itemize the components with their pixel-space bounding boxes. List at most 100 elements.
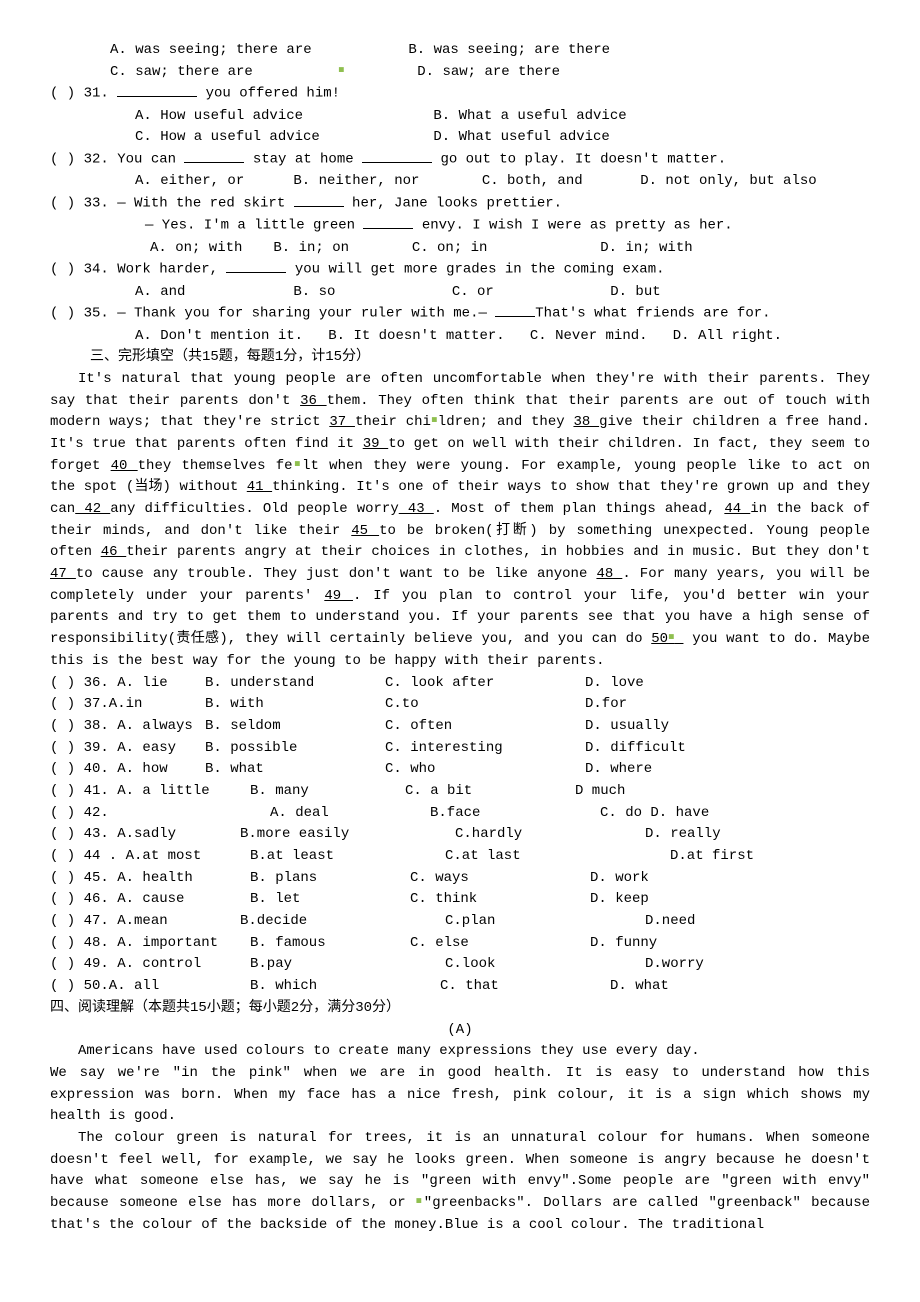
q33-c: C. on; in: [412, 238, 592, 260]
q30-opt-d: D. saw; are there: [417, 64, 560, 80]
q32-d: D. not only, but also: [640, 173, 816, 189]
opt-q: ( ) 43. A.sadly: [50, 824, 240, 846]
opt-q: ( ) 44 . A.at most: [50, 846, 250, 868]
opt-c: C.plan: [445, 911, 645, 933]
blank-38: 38: [573, 414, 599, 430]
opt-d: D. difficult: [585, 738, 750, 760]
q34-a: A. and: [135, 282, 285, 304]
opt-d: D. really: [645, 824, 721, 846]
opt-b: B. let: [250, 889, 410, 911]
blank-46: 46: [101, 544, 127, 560]
section4-heading: 四、阅读理解（本题共15小题；每小题2分，满分30分）: [50, 998, 870, 1020]
q30-opt-c: C. saw; there are: [110, 62, 330, 84]
opt-q: ( ) 39. A. easy: [50, 738, 205, 760]
q32-mid: stay at home: [244, 152, 362, 168]
opt-c: C. ways: [410, 868, 590, 890]
marker-dot-icon: ■: [293, 459, 303, 470]
opt-42: ( ) 42.A. dealB.faceC. do D. have: [50, 803, 870, 825]
q33-post: her, Jane looks prettier.: [344, 196, 562, 212]
opt-39: ( ) 39. A. easyB. possibleC. interesting…: [50, 738, 870, 760]
opt-b: B.at least: [250, 846, 445, 868]
opt-b: B. famous: [250, 933, 410, 955]
blank-48: 48: [596, 566, 622, 582]
opt-47: ( ) 47. A.meanB.decideC.planD.need: [50, 911, 870, 933]
cloze-options: ( ) 36. A. lieB. understandC. look after…: [50, 673, 870, 998]
opt-b: B.decide: [240, 911, 445, 933]
q32-a: A. either, or: [135, 171, 285, 193]
blank-41: 41: [247, 479, 272, 495]
q33-l2-pre: — Yes. I'm a little green: [145, 218, 363, 234]
blank-42: 42: [75, 501, 110, 517]
q33-l2-post: envy. I wish I were as pretty as her.: [413, 218, 732, 234]
opt-45: ( ) 45. A. healthB. plansC. waysD. work: [50, 868, 870, 890]
opt-46: ( ) 46. A. causeB. letC. thinkD. keep: [50, 889, 870, 911]
cloze-passage: It's natural that young people are often…: [50, 369, 870, 673]
opt-b: B. understand: [205, 673, 385, 695]
opt-a: A. deal: [270, 803, 430, 825]
opt-c: C. who: [385, 759, 585, 781]
opt-d: D. funny: [590, 933, 657, 955]
blank: [184, 149, 244, 163]
q31-prefix: ( ) 31.: [50, 86, 117, 102]
q32-b: B. neither, nor: [293, 171, 473, 193]
opt-b: B. seldom: [205, 716, 385, 738]
blank: [226, 259, 286, 273]
opt-49: ( ) 49. A. controlB.payC.lookD.worry: [50, 954, 870, 976]
q33-a: A. on; with: [150, 238, 265, 260]
opt-q: ( ) 49. A. control: [50, 954, 250, 976]
opt-b: B.more easily: [240, 824, 455, 846]
opt-c: C. a bit: [405, 781, 575, 803]
opt-b: B. possible: [205, 738, 385, 760]
opt-d: D.worry: [645, 954, 704, 976]
cloze-text: their parents angry at their choices in …: [126, 544, 870, 560]
q33-d: D. in; with: [600, 240, 692, 256]
marker-dot-icon: ■: [338, 65, 344, 76]
q31-opts-r1: A. How useful advice B. What a useful ad…: [50, 106, 870, 128]
cloze-text: they themselves fe: [138, 458, 293, 474]
q33-line2: — Yes. I'm a little green envy. I wish I…: [50, 215, 870, 237]
marker-dot-icon: ■: [668, 633, 675, 644]
q35-b: B. It doesn't matter.: [328, 328, 504, 344]
opt-c: C. interesting: [385, 738, 585, 760]
opt-d: D.need: [645, 911, 695, 933]
q35-opts: A. Don't mention it. B. It doesn't matte…: [50, 326, 870, 348]
opt-c: C. often: [385, 716, 585, 738]
marker-dot-icon: ■: [416, 1197, 424, 1208]
q30-options-row1: A. was seeing; there are B. was seeing; …: [50, 40, 870, 62]
opt-q: ( ) 41. A. a little: [50, 781, 250, 803]
passage-a-label: (A): [50, 1020, 870, 1042]
opt-36: ( ) 36. A. lieB. understandC. look after…: [50, 673, 870, 695]
opt-c: C. think: [410, 889, 590, 911]
opt-q: ( ) 46. A. cause: [50, 889, 250, 911]
q35-pre: ( ) 35. — Thank you for sharing your rul…: [50, 306, 495, 322]
opt-c: C.at last: [445, 846, 670, 868]
blank-50: 50■: [651, 631, 683, 647]
opt-c: C.look: [445, 954, 645, 976]
opt-d: D. usually: [585, 716, 750, 738]
cloze-text: their chi: [355, 414, 431, 430]
blank-39: 39: [363, 436, 388, 452]
opt-d: D. work: [590, 868, 649, 890]
q32-stem: ( ) 32. You can stay at home go out to p…: [50, 149, 870, 171]
opt-37: ( ) 37.A.inB. withC.toD.for: [50, 694, 870, 716]
q34-post: you will get more grades in the coming e…: [286, 262, 664, 278]
reading-para-3: The colour green is natural for trees, i…: [50, 1128, 870, 1236]
opt-38: ( ) 38. A. alwaysB. seldomC. oftenD. usu…: [50, 716, 870, 738]
opt-q: ( ) 37.A.in: [50, 694, 205, 716]
section3-heading: 三、完形填空（共15题，每题1分，计15分）: [50, 347, 870, 369]
q31-a: A. How useful advice: [135, 106, 425, 128]
q31-suffix: you offered him!: [197, 86, 340, 102]
blank: [294, 193, 344, 207]
opt-d: D.for: [585, 694, 750, 716]
opt-d: D. love: [585, 673, 750, 695]
opt-cd: C. do D. have: [600, 803, 709, 825]
opt-d: D.at first: [670, 846, 754, 868]
q30-opt-b: B. was seeing; are there: [408, 42, 610, 58]
q33-b: B. in; on: [273, 238, 403, 260]
q31-b: B. What a useful advice: [433, 108, 626, 124]
q34-pre: ( ) 34. Work harder,: [50, 262, 226, 278]
q30-options-row2: C. saw; there are ■ D. saw; are there: [50, 62, 870, 84]
opt-b: B. which: [250, 976, 440, 998]
q34-stem: ( ) 34. Work harder, you will get more g…: [50, 259, 870, 281]
opt-b: B. plans: [250, 868, 410, 890]
